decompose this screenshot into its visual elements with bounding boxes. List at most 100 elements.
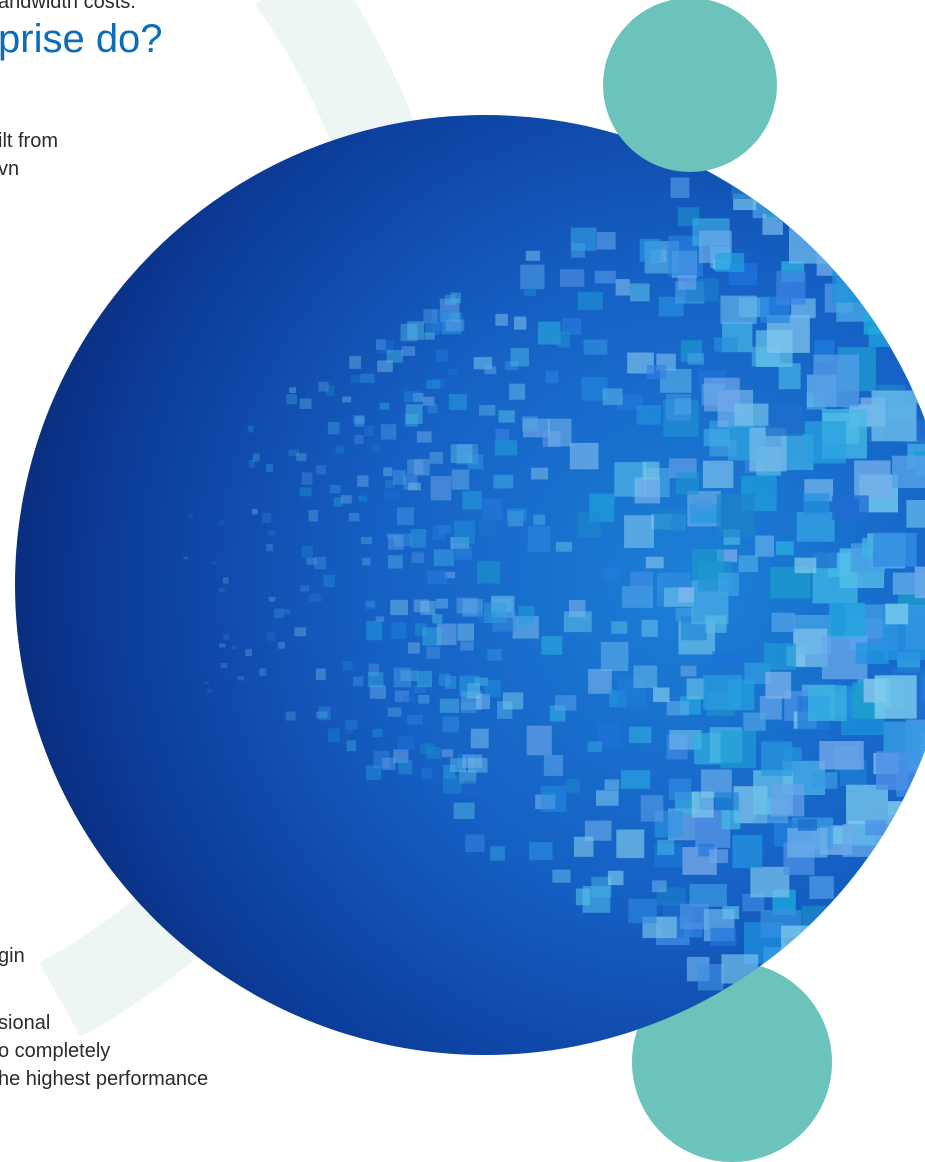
image-tile bbox=[384, 489, 400, 499]
image-tile bbox=[573, 836, 594, 857]
image-tile bbox=[416, 670, 433, 688]
image-tile bbox=[448, 394, 467, 411]
image-tile bbox=[891, 319, 913, 334]
image-tile bbox=[435, 349, 448, 363]
image-tile bbox=[874, 867, 897, 882]
image-tile bbox=[427, 570, 448, 585]
image-tile bbox=[219, 643, 226, 648]
image-tile bbox=[397, 507, 414, 526]
image-tile bbox=[854, 1038, 898, 1055]
image-tile bbox=[306, 557, 317, 565]
image-tile bbox=[836, 923, 858, 938]
image-tile bbox=[832, 270, 861, 303]
image-tile bbox=[705, 615, 727, 633]
image-tile bbox=[372, 443, 381, 454]
body-line: ilt from bbox=[0, 130, 58, 152]
image-tile bbox=[552, 869, 571, 883]
image-tile bbox=[425, 322, 440, 336]
image-tile bbox=[793, 628, 828, 668]
image-tile bbox=[796, 512, 835, 542]
image-tile bbox=[629, 726, 652, 744]
image-tile bbox=[444, 571, 456, 579]
image-tile bbox=[791, 123, 834, 150]
image-tile bbox=[315, 465, 326, 475]
image-tile bbox=[838, 959, 874, 1002]
image-tile bbox=[327, 422, 340, 435]
image-tile bbox=[641, 619, 658, 637]
top-line: andwidth costs. bbox=[0, 0, 136, 13]
image-tile bbox=[414, 623, 427, 637]
image-tile bbox=[611, 621, 628, 634]
image-tile bbox=[442, 716, 460, 733]
image-tile bbox=[443, 764, 456, 779]
image-tile bbox=[231, 645, 238, 650]
image-tile bbox=[460, 691, 482, 711]
image-tile bbox=[220, 663, 228, 668]
image-tile bbox=[630, 571, 653, 589]
image-tile bbox=[183, 556, 188, 560]
image-tile bbox=[731, 167, 761, 199]
image-tile bbox=[309, 593, 322, 602]
image-tile bbox=[398, 759, 413, 775]
image-tile bbox=[826, 115, 869, 137]
image-tile bbox=[896, 869, 919, 889]
image-tile bbox=[831, 495, 869, 521]
image-tile bbox=[866, 895, 909, 933]
image-tile bbox=[787, 949, 815, 975]
image-tile bbox=[604, 779, 620, 791]
image-tile bbox=[392, 470, 406, 485]
image-tile bbox=[357, 475, 369, 487]
image-tile bbox=[878, 175, 899, 197]
image-tile bbox=[261, 512, 272, 523]
image-tile bbox=[383, 467, 393, 477]
image-tile bbox=[678, 587, 695, 603]
image-tile bbox=[885, 603, 909, 625]
image-tile bbox=[432, 614, 443, 624]
image-tile bbox=[407, 459, 424, 475]
image-tile bbox=[813, 354, 860, 407]
image-tile bbox=[218, 587, 225, 593]
image-tile bbox=[874, 675, 917, 719]
image-tile bbox=[910, 1050, 925, 1055]
image-tile bbox=[450, 537, 470, 549]
teal-circle bbox=[603, 0, 777, 172]
image-tile bbox=[413, 599, 430, 613]
body-line: sional bbox=[0, 1012, 50, 1034]
image-tile bbox=[738, 555, 758, 573]
image-tile bbox=[323, 574, 335, 588]
image-tile bbox=[789, 226, 830, 264]
image-tile bbox=[315, 668, 326, 681]
image-tile bbox=[657, 839, 675, 855]
image-tile bbox=[520, 264, 545, 290]
image-tile bbox=[584, 820, 612, 841]
image-tile bbox=[675, 472, 700, 495]
image-tile bbox=[524, 287, 537, 297]
image-tile bbox=[859, 242, 890, 268]
image-tile bbox=[531, 467, 549, 480]
image-tile bbox=[426, 380, 441, 389]
image-tile bbox=[653, 687, 670, 702]
image-tile bbox=[354, 416, 365, 427]
image-tile bbox=[296, 453, 307, 462]
image-tile bbox=[377, 360, 393, 373]
image-tile bbox=[703, 428, 729, 447]
image-tile bbox=[365, 765, 382, 781]
image-tile bbox=[393, 667, 412, 688]
image-tile bbox=[916, 353, 925, 404]
image-tile bbox=[570, 227, 597, 251]
image-tile bbox=[408, 482, 421, 491]
image-tile bbox=[680, 665, 697, 677]
image-tile bbox=[274, 608, 285, 619]
image-tile bbox=[823, 212, 861, 245]
image-tile bbox=[369, 685, 386, 699]
image-tile bbox=[366, 620, 383, 641]
image-tile bbox=[382, 757, 396, 770]
image-tile bbox=[509, 383, 526, 400]
image-tile bbox=[763, 643, 797, 670]
image-tile bbox=[361, 536, 373, 545]
image-tile bbox=[803, 493, 830, 515]
image-tile bbox=[525, 250, 541, 261]
image-tile bbox=[600, 641, 629, 671]
image-tile bbox=[423, 309, 438, 324]
